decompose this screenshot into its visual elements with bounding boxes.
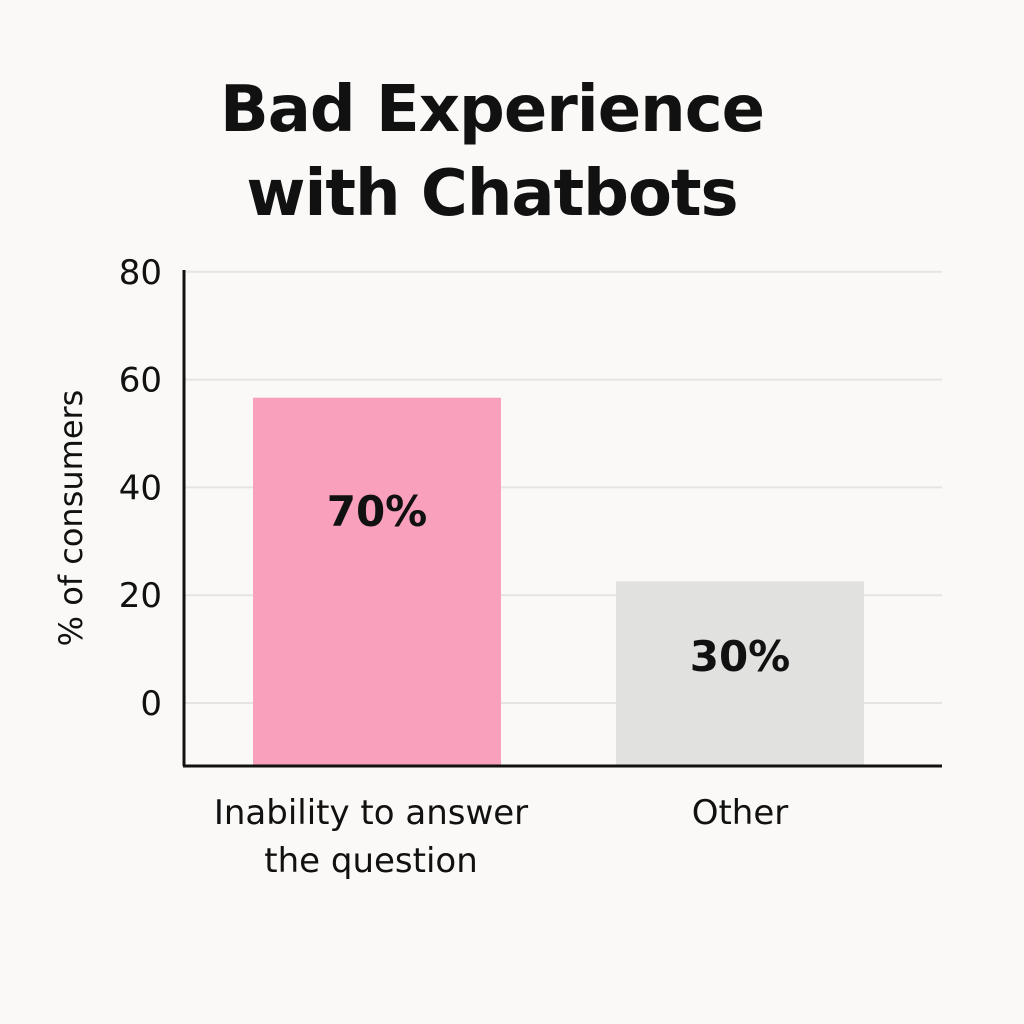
y-tick-label-60: 60 — [119, 361, 162, 401]
y-tick-label-0: 0 — [140, 684, 162, 724]
category-label-0-line-0: Inability to answer — [214, 793, 528, 833]
chart-title-line-1: Bad Experience — [219, 73, 765, 147]
y-tick-label-80: 80 — [119, 253, 162, 293]
category-labels: Inability to answer the question Other — [214, 793, 788, 881]
category-label-0-line-1: the question — [264, 841, 478, 881]
chart-title-line-2: with Chatbots — [246, 157, 738, 231]
bar-0 — [253, 397, 501, 766]
bar-value-label-0: 70% — [327, 487, 428, 536]
y-axis-title: % of consumers — [52, 390, 90, 647]
bar-1 — [616, 581, 864, 766]
category-label-1-line-0: Other — [692, 793, 789, 833]
y-tick-labels: 0 20 40 60 80 — [119, 253, 162, 724]
y-tick-label-20: 20 — [119, 576, 162, 616]
axes — [182, 270, 942, 768]
y-tick-label-40: 40 — [119, 468, 162, 508]
bars: 70% 30% — [253, 397, 864, 766]
bar-value-label-1: 30% — [690, 632, 791, 681]
